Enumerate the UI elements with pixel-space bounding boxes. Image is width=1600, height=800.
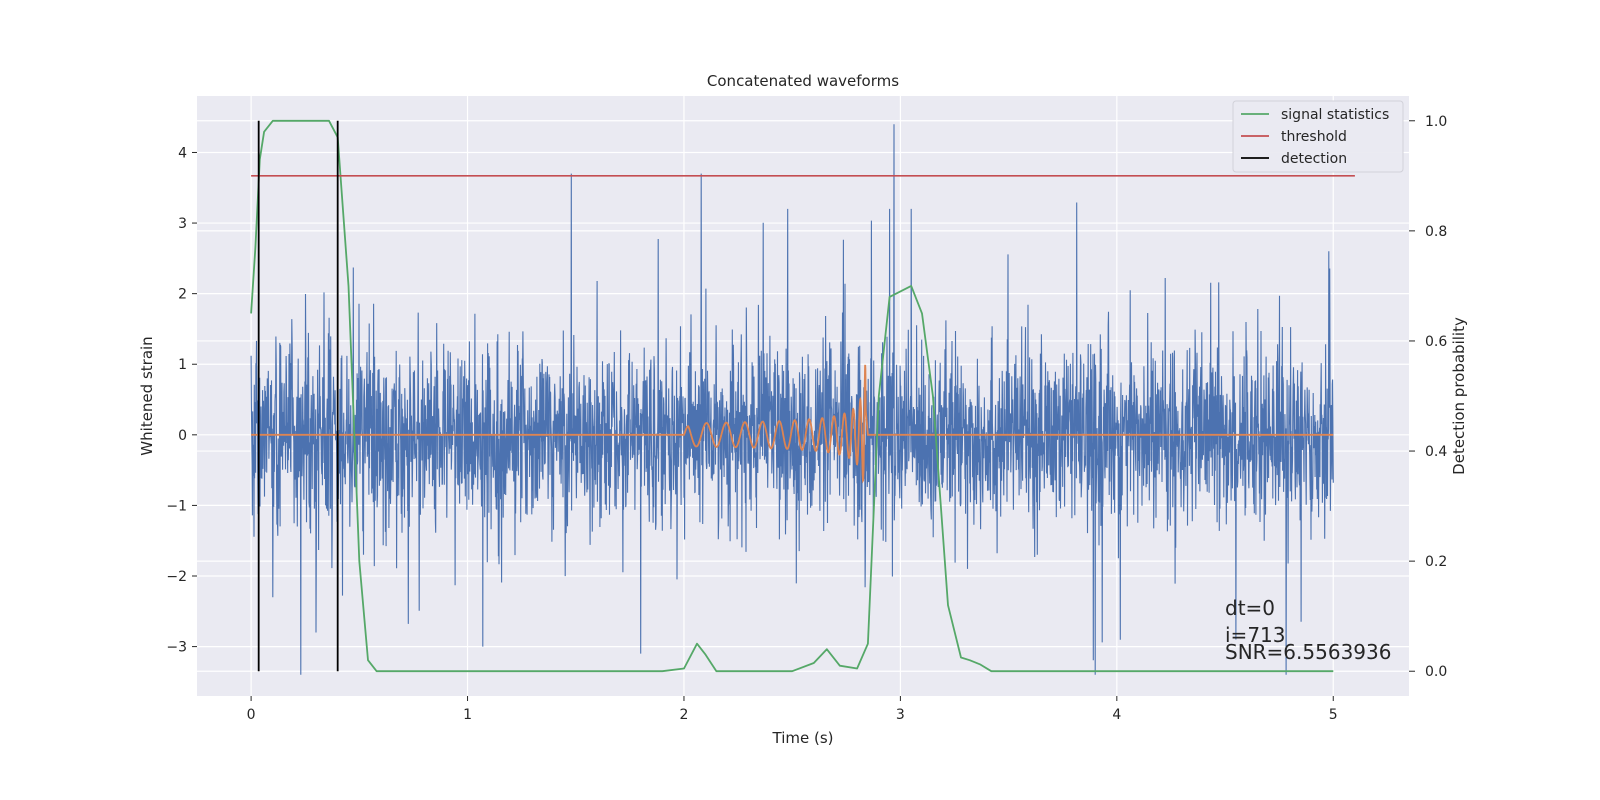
x-tick-label: 5 — [1329, 707, 1338, 723]
y2-tick-label: 1.0 — [1425, 114, 1447, 130]
annotations: dt=0 i=713 SNR=6.5563936 — [1225, 596, 1391, 664]
legend: signal statistics threshold detection — [1232, 100, 1404, 173]
y2-tick-label: 0.4 — [1425, 444, 1447, 460]
y-tick-label: 0 — [178, 428, 187, 444]
x-tick-label: 4 — [1112, 707, 1121, 723]
legend-label-signal-statistics: signal statistics — [1281, 107, 1389, 123]
legend-box — [1232, 100, 1404, 173]
x-tick-label: 3 — [896, 707, 905, 723]
y-tick-label: 1 — [178, 357, 187, 373]
y-axis-left: −3 −2 −1 0 1 2 3 4 — [166, 145, 197, 656]
y-tick-label: −1 — [166, 498, 187, 514]
x-axis: 0 1 2 3 4 5 — [247, 696, 1338, 723]
detection-series — [257, 120, 339, 672]
annotation-index: i=713 — [1225, 623, 1286, 647]
x-tick-label: 0 — [247, 707, 256, 723]
y-tick-label: −3 — [166, 640, 187, 656]
annotation-dt: dt=0 — [1225, 596, 1275, 620]
chart-title: Concatenated waveforms — [707, 72, 899, 90]
x-axis-label: Time (s) — [772, 729, 834, 747]
y2-tick-label: 0.6 — [1425, 334, 1447, 350]
y-tick-label: 3 — [178, 216, 187, 232]
y-tick-label: 4 — [178, 145, 187, 161]
y2-tick-label: 0.2 — [1425, 554, 1447, 570]
annotation-snr: SNR=6.5563936 — [1225, 640, 1391, 664]
signal-statistics-series — [250, 119, 1334, 673]
y2-tick-label: 0.0 — [1425, 664, 1447, 680]
y2-tick-label: 0.8 — [1425, 224, 1447, 240]
legend-label-detection: detection — [1281, 151, 1347, 167]
y2-axis-label: Detection probability — [1450, 317, 1468, 475]
x-tick-label: 1 — [463, 707, 472, 723]
y-axis-right: 0.0 0.2 0.4 0.6 0.8 1.0 — [1409, 114, 1447, 680]
template-series — [251, 364, 1334, 484]
legend-label-threshold: threshold — [1281, 129, 1347, 145]
y-axis-label: Whitened strain — [138, 336, 156, 455]
y-tick-label: 2 — [178, 287, 187, 303]
x-tick-label: 2 — [680, 707, 689, 723]
template-line — [251, 364, 1334, 484]
y-tick-label: −2 — [166, 569, 187, 585]
signal-statistics-line — [250, 119, 1334, 673]
